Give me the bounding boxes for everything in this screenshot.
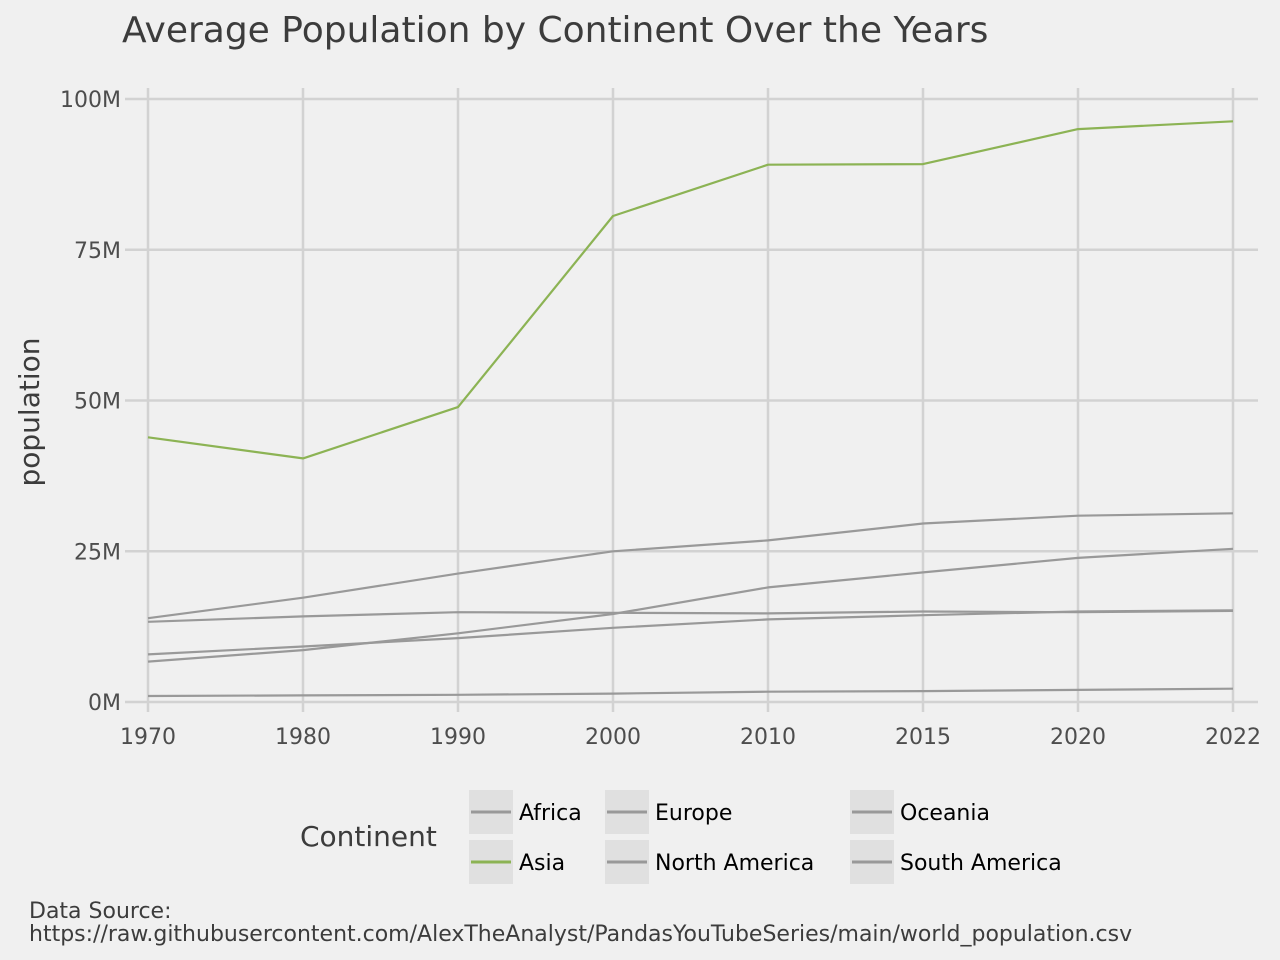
y-tick-label: 50M <box>74 390 121 415</box>
legend-item-africa: Africa <box>469 790 582 834</box>
x-tick-label: 2015 <box>895 725 951 750</box>
series-line-oceania <box>147 547 1234 663</box>
gridlines <box>125 88 1258 712</box>
x-tick-label: 2020 <box>1050 725 1106 750</box>
legend-item-oceania: Oceania <box>850 790 990 834</box>
series-lines <box>147 120 1234 698</box>
series-line-africa <box>147 512 1234 620</box>
legend-label: Asia <box>519 851 565 876</box>
legend-label: Europe <box>655 801 732 826</box>
x-tick-label: 1990 <box>430 725 486 750</box>
x-axis-ticks: 1970 1980 1990 2000 2010 2015 2020 2022 <box>120 725 1261 750</box>
y-tick-label: 75M <box>74 239 121 264</box>
series-line-asia <box>147 120 1234 460</box>
caption-source-url: https://raw.githubusercontent.com/AlexTh… <box>29 922 1132 947</box>
legend-item-north-america: North America <box>605 840 814 884</box>
legend-item-europe: Europe <box>605 790 732 834</box>
y-tick-label: 100M <box>60 88 121 113</box>
legend-label: North America <box>655 851 814 876</box>
legend-item-south-america: South America <box>850 840 1062 884</box>
legend-label: Oceania <box>900 801 990 826</box>
legend-item-asia: Asia <box>469 840 565 884</box>
x-tick-label: 2000 <box>585 725 641 750</box>
x-tick-label: 2022 <box>1205 725 1261 750</box>
legend-label: Africa <box>519 801 582 826</box>
series-line-south-america <box>147 609 1234 656</box>
series-line-north-america <box>147 687 1234 698</box>
legend-title: Continent <box>300 820 437 853</box>
y-tick-label: 25M <box>74 540 121 565</box>
y-axis-ticks: 0M 25M 50M 75M 100M <box>60 88 121 716</box>
y-axis-title: population <box>13 338 46 487</box>
x-tick-label: 2010 <box>740 725 796 750</box>
x-tick-label: 1970 <box>120 725 176 750</box>
caption-source-label: Data Source: <box>29 899 172 924</box>
legend: Continent Africa Asia Europe North America O… <box>300 790 1062 884</box>
legend-label: South America <box>900 851 1062 876</box>
chart-title: Average Population by Continent Over the… <box>122 10 988 51</box>
y-tick-label: 0M <box>88 691 121 716</box>
x-tick-label: 1980 <box>275 725 331 750</box>
